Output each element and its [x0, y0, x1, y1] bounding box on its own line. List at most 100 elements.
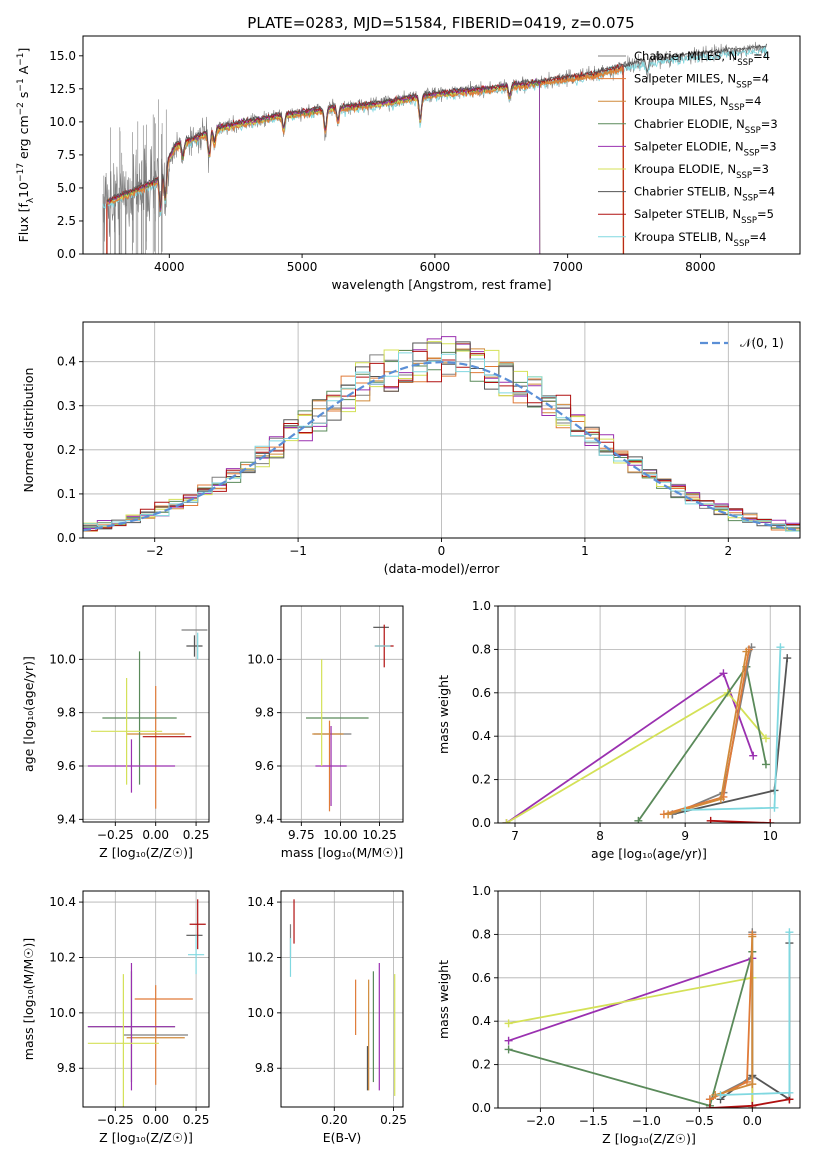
y-label-part: λ [26, 197, 36, 203]
legend-label-main: Salpeter STELIB, N [634, 207, 741, 221]
x-tick-label: 7 [511, 829, 519, 843]
legend-label: Kroupa STELIB, NSSP=4 [634, 230, 766, 249]
y-tick-label: 9.4 [57, 812, 76, 826]
y-axis-label: Normed distribution [21, 368, 36, 493]
legend-label: 𝒩(0, 1) [740, 336, 784, 350]
y-tick-label: 0.1 [57, 487, 76, 501]
weight-line-krou_elodie [508, 976, 754, 1108]
x-tick-label: 10.00 [323, 828, 357, 842]
x-tick-label: −0.5 [685, 1114, 714, 1128]
figure-title: PLATE=0283, MJD=51584, FIBERID=0419, z=0… [247, 14, 634, 32]
axes-mass_vs_Z: −0.25 0.00 0.25 9.8 10.0 10.2 10.4 Z [log₁₀(Z/Z… [21, 890, 210, 1145]
y-label-part: A [16, 65, 31, 78]
x-axis-label: wavelength [Angstrom, rest frame] [331, 277, 551, 292]
x-axis-label: age [log₁₀(age/yr)] [591, 846, 707, 861]
x-tick-label: 8 [596, 829, 604, 843]
legend-label: Chabrier STELIB, NSSP=4 [634, 185, 775, 204]
x-axis-label: Z [log₁₀(Z/Z☉)] [602, 1131, 696, 1146]
y-tick-label: 0.0 [57, 247, 76, 261]
legend-label-main: Kroupa MILES, N [634, 94, 729, 108]
x-tick-label: 7000 [552, 260, 583, 274]
y-axis-label: mass weight [436, 675, 451, 754]
legend-label-sub: SSP [737, 58, 753, 68]
x-tick-label: 9 [681, 829, 689, 843]
y-axis-label: mass weight [436, 960, 451, 1039]
y-label-part: ] [16, 48, 31, 53]
axes-mass_vs_ebv: 0.20 0.25 9.8 10.0 10.2 10.4 E(B-V) [247, 890, 407, 1145]
y-tick-label: 9.6 [57, 759, 76, 773]
plot-area [83, 606, 209, 822]
weight-line-chab_miles [672, 647, 753, 816]
legend-label-eq: =4 [758, 185, 775, 199]
x-tick-label: 6000 [420, 260, 451, 274]
x-tick-label: 10.25 [362, 828, 396, 842]
y-label-part: Flux [f [16, 203, 31, 243]
plot-area [83, 891, 209, 1107]
legend-label: Chabrier MILES, NSSP=4 [634, 49, 770, 68]
y-tick-label: 0.0 [57, 531, 76, 545]
axes-frame [82, 605, 210, 823]
weight-line-krou_stelib [720, 932, 791, 1096]
y-tick-label: 10.4 [247, 895, 274, 909]
weight-marker-krou_miles [748, 932, 757, 941]
spectrum-model-chab_stelib [106, 43, 767, 209]
x-tick-label: −2.0 [526, 1114, 555, 1128]
legend-label-eq: =5 [757, 207, 774, 221]
y-tick-label: 12.5 [49, 82, 76, 96]
plot-area [498, 606, 800, 823]
y-label-part: −1 [16, 78, 26, 91]
histogram-krou_stelib [83, 352, 800, 532]
plot-area [281, 891, 403, 1107]
weight-marker-krou_stelib [716, 1090, 725, 1099]
weight-marker-krou_elodie [502, 819, 511, 823]
legend-label-eq: =3 [760, 139, 777, 153]
x-tick-label: 10 [763, 829, 778, 843]
legend-label: Salpeter MILES, NSSP=4 [634, 72, 769, 91]
y-tick-label: 0.4 [57, 355, 76, 369]
y-tick-label: 0.8 [472, 927, 491, 941]
legend-label-sub: SSP [745, 126, 761, 136]
y-tick-label: 10.2 [49, 950, 76, 964]
normal-curve [83, 360, 800, 532]
y-tick-label: 0.6 [472, 971, 491, 985]
axes-frame [82, 35, 801, 255]
spectrum-model-chab_elodie [106, 80, 541, 254]
weight-marker-salp_stelib [706, 816, 715, 823]
y-axis-label: Flux [fλ10−17 erg cm−2 s−1 A−1] [16, 48, 36, 243]
axes-frame [497, 890, 801, 1109]
x-tick-label: 8000 [685, 260, 716, 274]
weight-marker-salp_stelib [766, 819, 775, 823]
weight-marker-salp_stelib [748, 1101, 757, 1108]
y-tick-label: 15.0 [49, 49, 76, 63]
legend-label-sub: SSP [742, 194, 758, 204]
legend-label-sub: SSP [736, 171, 752, 181]
y-tick-label: 0.2 [57, 443, 76, 457]
y-tick-label: 0.2 [472, 1058, 491, 1072]
legend-label: Kroupa MILES, NSSP=4 [634, 94, 761, 113]
weight-marker-krou_stelib [785, 928, 794, 937]
legend-label-eq: =4 [752, 72, 769, 86]
y-tick-label: 0.2 [472, 773, 491, 787]
y-tick-label: 2.5 [57, 214, 76, 228]
legend: Chabrier MILES, NSSP=4 Salpeter MILES, NS… [598, 49, 778, 249]
y-tick-label: 10.2 [247, 950, 274, 964]
legend-label-eq: =4 [753, 49, 770, 63]
axes-weight_vs_age: 7 8 9 10 0.0 0.2 0.4 0.6 0.8 1.0 age [log₁₀(age/yr… [436, 599, 801, 861]
y-tick-label: 9.8 [255, 706, 274, 720]
y-tick-label: 0.0 [472, 1101, 491, 1115]
weight-line-salp_stelib [709, 1098, 790, 1108]
weight-marker-salp_miles [705, 1095, 714, 1104]
y-tick-label: 10.0 [49, 652, 76, 666]
legend-label-main: Salpeter ELODIE, N [634, 139, 744, 153]
legend-label-main: Kroupa ELODIE, N [634, 162, 736, 176]
legend-label: Salpeter STELIB, NSSP=5 [634, 207, 774, 226]
x-tick-label: 0.20 [321, 1113, 348, 1127]
x-tick-label: 4000 [154, 260, 185, 274]
y-label-part: −1 [16, 53, 26, 66]
weight-marker-krou_elodie [504, 1019, 513, 1028]
x-axis-label: Z [log₁₀(Z/Z☉)] [99, 1130, 193, 1145]
x-tick-label: 1 [581, 544, 589, 558]
legend-label-eq: =4 [749, 230, 766, 244]
y-tick-label: 9.8 [57, 1061, 76, 1075]
y-tick-label: 0.3 [57, 399, 76, 413]
